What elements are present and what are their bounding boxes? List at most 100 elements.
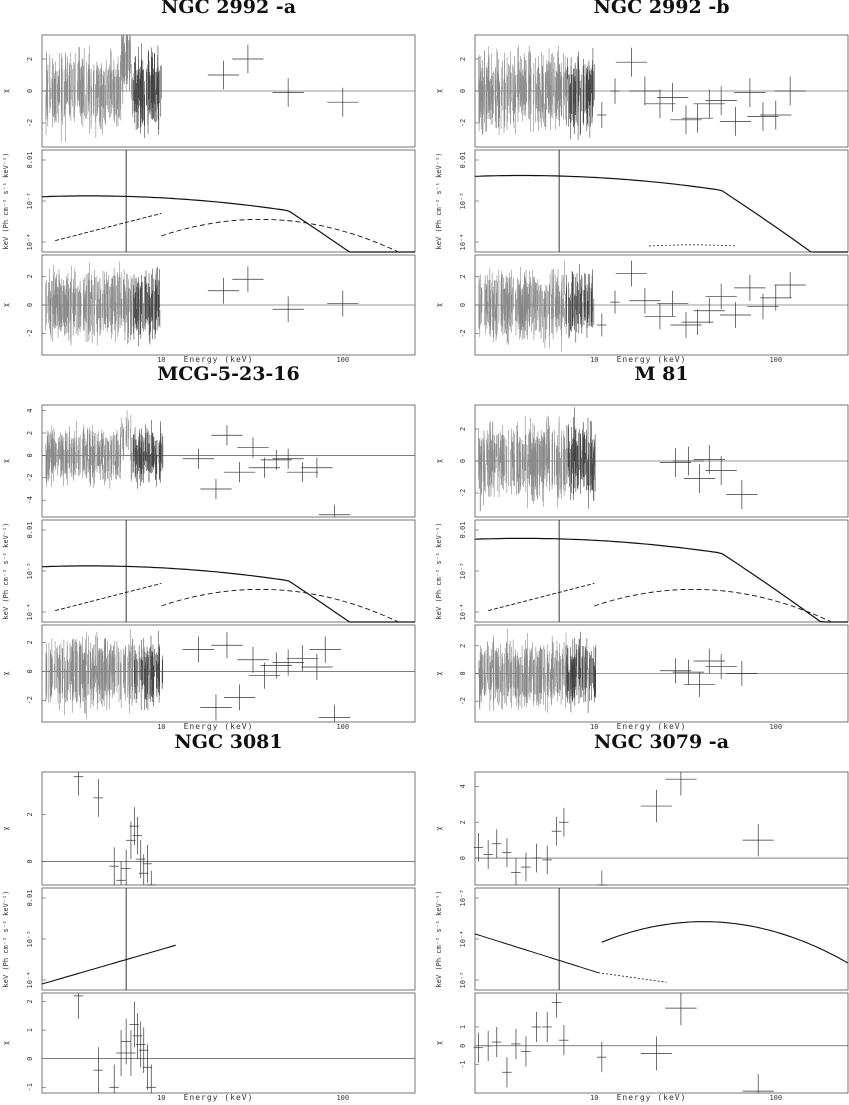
y-tick-label: 2 <box>26 812 34 816</box>
y-tick-label: -1 <box>26 1083 34 1091</box>
y-tick-label: 10⁻³ <box>26 931 34 948</box>
panel-residuals-top: χ 2 0 -2 <box>435 34 849 148</box>
panel-frame <box>41 992 416 1094</box>
y-axis-label: χ <box>435 459 443 463</box>
y-axis-label: χ <box>435 1041 443 1045</box>
y-axis-label: keV (Ph cm⁻² s⁻¹ keV⁻¹) <box>2 891 10 988</box>
reflection-curve <box>601 921 849 964</box>
chart-6: χ 4 2 0 keV (Ph cm⁻² s⁻¹ keV⁻¹) 10⁻³ 10⁻⁴ 10⁻⁵ χ… <box>435 771 849 1102</box>
panel-residuals-top: χ 2 0 -2 <box>2 34 416 148</box>
x-tick-label: 10 <box>157 723 165 731</box>
chart-title: NGC 3081 <box>174 731 283 753</box>
chart-4: χ 2 0 -2 keV (Ph cm⁻² s⁻¹ keV⁻¹) 0.01 10⁻³ 10⁻⁴… <box>435 404 849 731</box>
y-tick-label: 0 <box>26 1057 34 1061</box>
reflection-curve <box>161 588 398 622</box>
y-tick-label: 1 <box>26 1028 34 1032</box>
y-tick-label: 10⁻³ <box>459 193 467 210</box>
panel-frame <box>474 771 849 886</box>
panel-residuals-top: χ 2 0 -2 <box>435 404 849 518</box>
panel-frame <box>41 771 416 886</box>
model-curve <box>41 944 176 985</box>
x-tick-label: 100 <box>336 1094 349 1102</box>
panel-model: keV (Ph cm⁻² s⁻¹ keV⁻¹) 0.01 10⁻³ 10⁻⁴ <box>435 149 849 253</box>
x-axis-label: Energy (keV) <box>184 1093 254 1102</box>
panel-residuals-top: χ 4 2 0 -2 -4 <box>2 404 416 518</box>
y-tick-label: 4 <box>26 408 34 412</box>
panel-residuals-bottom: χ 2 1 0 -1 <box>2 992 416 1094</box>
panel-frame <box>41 887 416 991</box>
y-axis-label: χ <box>2 671 10 675</box>
y-tick-label: 10⁻³ <box>26 563 34 580</box>
reflection-curve <box>594 588 831 622</box>
panel-residuals-bottom: χ 2 0 -2 <box>435 254 849 356</box>
x-tick-label: 10 <box>590 723 598 731</box>
x-axis-label: Energy (keV) <box>184 355 254 364</box>
y-tick-label: 10⁻⁴ <box>26 234 34 251</box>
y-tick-label: 2 <box>26 57 34 61</box>
y-tick-label: -2 <box>26 119 34 127</box>
x-tick-label: 10 <box>590 1094 598 1102</box>
y-axis-label: keV (Ph cm⁻² s⁻¹ keV⁻¹) <box>435 523 443 620</box>
y-tick-label: 10⁻³ <box>26 193 34 210</box>
panel-frame <box>474 149 849 253</box>
y-tick-label: 10⁻⁴ <box>459 604 467 621</box>
y-tick-label: -4 <box>26 496 34 504</box>
y-axis-label: keV (Ph cm⁻² s⁻¹ keV⁻¹) <box>2 153 10 250</box>
panel-residuals-bottom: χ 2 0 -2 <box>2 254 416 356</box>
x-axis-label: Energy (keV) <box>184 722 254 731</box>
y-tick-label: 10⁻⁴ <box>26 972 34 989</box>
y-tick-label: 0 <box>26 303 34 307</box>
y-tick-label: -2 <box>459 489 467 497</box>
absorbed-curve <box>488 582 595 612</box>
panel-model: keV (Ph cm⁻² s⁻¹ keV⁻¹) 0.01 10⁻³ 10⁻⁴ <box>2 519 416 623</box>
y-axis-label: χ <box>2 459 10 463</box>
absorbed-curve <box>55 212 162 242</box>
x-tick-label: 10 <box>157 1094 165 1102</box>
y-tick-label: 4 <box>459 784 467 788</box>
panel-frame <box>41 404 416 518</box>
y-axis-label: keV (Ph cm⁻² s⁻¹ keV⁻¹) <box>435 153 443 250</box>
absorbed-curve <box>55 582 162 612</box>
chart-1: χ 2 0 -2 keV (Ph cm⁻² s⁻¹ keV⁻¹) 0.01 10⁻³ 10⁻⁴… <box>2 34 416 364</box>
panel-model: keV (Ph cm⁻² s⁻¹ keV⁻¹) 0.01 10⁻³ 10⁻⁴ <box>2 887 416 991</box>
y-tick-label: 0 <box>26 859 34 863</box>
x-axis-label: Energy (keV) <box>617 1093 687 1102</box>
y-tick-label: 0 <box>459 1044 467 1048</box>
y-axis-label: keV (Ph cm⁻² s⁻¹ keV⁻¹) <box>435 891 443 988</box>
total-model-curve <box>474 174 848 253</box>
y-tick-label: 0 <box>459 671 467 675</box>
x-axis-label: Energy (keV) <box>617 722 687 731</box>
y-tick-label: 2 <box>26 640 34 644</box>
y-tick-label: -2 <box>459 329 467 337</box>
y-tick-label: 2 <box>26 999 34 1003</box>
x-tick-label: 100 <box>336 723 349 731</box>
y-tick-label: -1 <box>459 1060 467 1068</box>
y-tick-label: 10⁻⁴ <box>459 931 467 948</box>
y-tick-label: 10⁻⁵ <box>459 972 467 989</box>
y-axis-label: χ <box>2 826 10 830</box>
y-tick-label: 10⁻⁴ <box>459 234 467 251</box>
panel-frame <box>41 149 416 253</box>
x-tick-label: 100 <box>336 356 349 364</box>
panel-residuals-bottom: χ 2 0 -2 <box>2 624 416 723</box>
y-tick-label: 0 <box>459 856 467 860</box>
panel-frame <box>474 887 849 991</box>
panel-frame <box>474 992 849 1094</box>
y-tick-label: 10⁻³ <box>459 890 467 907</box>
y-tick-label: 0.01 <box>26 152 34 169</box>
x-tick-label: 10 <box>590 356 598 364</box>
chart-2: χ 2 0 -2 keV (Ph cm⁻² s⁻¹ keV⁻¹) 0.01 10⁻³ 10⁻⁴… <box>435 34 849 364</box>
y-tick-label: 0 <box>459 89 467 93</box>
y-axis-label: χ <box>2 303 10 307</box>
chart-title: NGC 2992 -b <box>593 0 730 18</box>
y-tick-label: 2 <box>459 57 467 61</box>
y-tick-label: -2 <box>26 696 34 704</box>
chart-3: χ 4 2 0 -2 -4 keV (Ph cm⁻² s⁻¹ keV⁻¹) 0.01 10⁻³ 1… <box>2 404 416 731</box>
y-axis-label: χ <box>2 89 10 93</box>
y-tick-label: 10⁻⁴ <box>26 604 34 621</box>
panel-model: keV (Ph cm⁻² s⁻¹ keV⁻¹) 0.01 10⁻³ 10⁻⁴ <box>435 519 849 623</box>
y-tick-label: 0.01 <box>26 522 34 539</box>
x-tick-label: 100 <box>769 356 782 364</box>
y-tick-label: 0 <box>459 303 467 307</box>
